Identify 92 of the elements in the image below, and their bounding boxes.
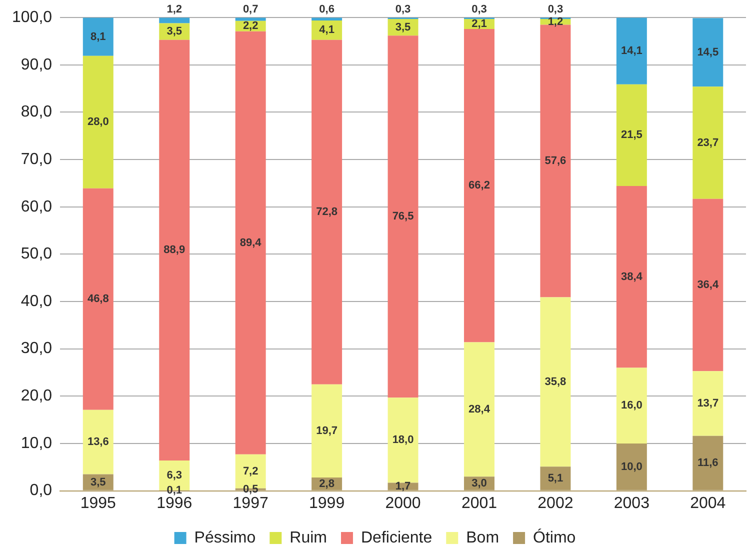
bar — [616, 368, 647, 444]
y-tick-label: 10,0 — [20, 434, 52, 452]
data-label: 57,6 — [544, 155, 566, 168]
data-label: 1,2 — [166, 4, 182, 16]
legend-label: Deficiente — [360, 529, 432, 546]
data-label: 35,8 — [544, 376, 566, 388]
legend-label: Ótimo — [533, 528, 576, 546]
data-label: 21,5 — [620, 129, 642, 142]
data-label: 2,1 — [472, 18, 487, 30]
x-tick-label: 1997 — [232, 494, 268, 512]
x-tick-label: 2000 — [385, 494, 421, 512]
bar — [540, 297, 571, 467]
data-label: 1,7 — [395, 480, 411, 493]
data-label: 16,0 — [620, 400, 642, 412]
data-label: 66,2 — [468, 180, 490, 192]
x-tick-label: 2003 — [614, 494, 650, 512]
x-tick-label: 2002 — [538, 494, 574, 512]
bar — [159, 40, 190, 461]
bar — [82, 188, 114, 410]
bar — [82, 56, 114, 188]
legend-label: Ruim — [290, 529, 327, 546]
data-label: 5,1 — [548, 472, 564, 485]
bar — [159, 18, 190, 24]
data-label: 0,3 — [548, 4, 564, 16]
bar — [692, 86, 724, 199]
data-label: 1,2 — [548, 16, 564, 28]
y-tick-label: 90,0 — [20, 56, 52, 74]
data-label: 23,7 — [697, 136, 719, 149]
data-label: 2,8 — [319, 478, 334, 490]
bar — [692, 198, 724, 372]
bar — [692, 371, 724, 436]
y-tick-label: 70,0 — [20, 150, 52, 168]
data-label: 14,1 — [620, 44, 642, 57]
data-label: 76,5 — [392, 210, 414, 223]
data-label: 8,1 — [90, 30, 106, 43]
bar — [82, 18, 114, 56]
bar — [388, 398, 418, 483]
bar — [464, 28, 494, 342]
data-label: 28,4 — [468, 403, 491, 416]
data-label: 13,7 — [697, 398, 719, 410]
data-label: 18,0 — [392, 434, 414, 446]
bar — [312, 384, 342, 478]
legend-label: Péssimo — [194, 529, 256, 546]
data-label: 38,4 — [620, 270, 644, 283]
data-label: 0,6 — [319, 4, 334, 16]
x-tick-label: 1996 — [156, 494, 192, 512]
bar — [312, 40, 342, 384]
data-label: 0,3 — [472, 4, 487, 16]
data-label: 10,0 — [620, 460, 642, 473]
data-label: 4,1 — [319, 24, 334, 36]
data-label: 19,7 — [316, 424, 338, 437]
data-label: 36,4 — [697, 278, 720, 291]
x-tick-label: 1999 — [309, 494, 345, 512]
bar — [616, 84, 647, 186]
data-label: 89,4 — [240, 236, 262, 249]
y-tick-label: 100,0 — [12, 9, 52, 26]
x-tick-label: 1995 — [80, 494, 116, 512]
data-label: 3,0 — [472, 477, 487, 490]
data-label: 7,2 — [242, 465, 258, 478]
data-label: 14,5 — [697, 46, 719, 58]
x-tick-label: 2001 — [461, 494, 498, 512]
bar — [464, 342, 494, 477]
data-label: 0,7 — [242, 4, 258, 16]
y-tick-label: 30,0 — [20, 340, 52, 358]
data-label: 46,8 — [87, 293, 109, 306]
bar — [235, 31, 266, 454]
y-tick-label: 20,0 — [20, 388, 52, 405]
y-tick-label: 0,0 — [30, 482, 52, 500]
bar — [235, 18, 266, 21]
data-label: 0,3 — [395, 4, 411, 16]
bar — [312, 20, 342, 40]
y-tick-label: 60,0 — [20, 198, 52, 216]
legend-label: Bom — [466, 529, 500, 546]
data-label: 28,0 — [87, 116, 109, 128]
bar — [616, 186, 647, 368]
data-label: 2,2 — [242, 20, 258, 32]
y-tick-label: 50,0 — [20, 246, 52, 263]
data-label: 3,5 — [166, 26, 182, 38]
data-label: 72,8 — [316, 206, 338, 218]
data-label: 6,3 — [166, 469, 182, 482]
bar — [388, 36, 418, 398]
x-tick-label: 2004 — [690, 494, 726, 512]
data-label: 13,6 — [87, 436, 109, 448]
data-label: 11,6 — [697, 457, 718, 470]
data-label: 3,5 — [395, 21, 411, 34]
y-tick-label: 40,0 — [20, 292, 52, 310]
y-tick-label: 80,0 — [20, 104, 52, 121]
data-label: 3,5 — [90, 476, 106, 488]
data-label: 88,9 — [164, 244, 186, 256]
bar — [616, 18, 647, 84]
bar — [692, 18, 724, 87]
bar — [82, 410, 114, 474]
